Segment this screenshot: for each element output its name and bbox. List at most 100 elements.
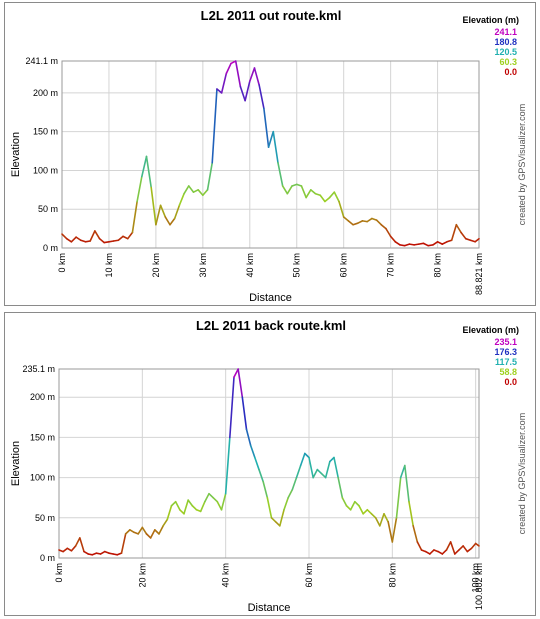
elevation-segment <box>287 488 294 499</box>
elevation-segment <box>244 80 251 102</box>
elevation-segment <box>274 521 281 527</box>
elevation-segment <box>437 550 444 555</box>
elevation-segment <box>83 550 89 555</box>
y-tick-label: 0 m <box>43 243 58 253</box>
elevation-segment <box>120 533 127 554</box>
elevation-segment <box>75 236 82 242</box>
x-axis-label: Distance <box>248 602 291 614</box>
elevation-segment <box>202 189 209 197</box>
elevation-segment <box>283 496 289 511</box>
elevation-segment <box>230 60 237 65</box>
elevation-segment <box>204 492 210 503</box>
y-axis-label: Elevation <box>10 441 22 486</box>
elevation-segment <box>450 223 458 242</box>
elevation-segment <box>460 231 467 240</box>
elevation-segment <box>208 492 214 499</box>
elevation-segment <box>129 529 135 534</box>
elevation-segment <box>324 196 331 203</box>
elevation-segment <box>416 541 423 551</box>
elevation-segment <box>220 492 227 511</box>
elevation-segment <box>70 236 77 243</box>
elevation-segment <box>395 476 402 519</box>
legend-title: Elevation (m) <box>462 15 519 25</box>
elevation-segment <box>166 504 173 521</box>
elevation-segment <box>173 204 181 220</box>
elevation-segment <box>304 452 310 459</box>
y-tick-label: 50 m <box>35 513 55 523</box>
elevation-segment <box>158 525 164 535</box>
elevation-segment <box>354 500 360 507</box>
elevation-segment <box>126 231 134 240</box>
elevation-segment <box>333 456 339 479</box>
elevation-segment <box>469 239 476 243</box>
elevation-segment <box>281 185 289 195</box>
legend-entry: 241.1 <box>494 27 517 37</box>
elevation-segment <box>308 456 314 479</box>
credit-text: created by GPSVisualizer.com <box>517 104 527 225</box>
elevation-segment <box>136 175 143 203</box>
elevation-segment <box>117 235 124 242</box>
elevation-segment <box>379 512 385 527</box>
elevation-segment <box>403 243 411 247</box>
elevation-segment <box>436 240 444 245</box>
elevation-segment <box>122 235 129 240</box>
elevation-segment <box>399 464 406 479</box>
elevation-segment <box>320 472 327 479</box>
x-tick-label: 20 km <box>151 253 161 278</box>
elevation-segment <box>445 541 452 551</box>
elevation-segment <box>74 537 81 547</box>
legend-entry: 58.8 <box>499 367 517 377</box>
elevation-segment <box>212 496 219 503</box>
elevation-segment <box>295 464 302 479</box>
elevation-segment <box>183 499 189 515</box>
x-tick-label: 0 km <box>57 253 67 273</box>
elevation-segment <box>145 155 153 189</box>
elevation-segment <box>206 161 214 191</box>
elevation-segment <box>237 368 244 399</box>
elevation-segment <box>141 155 148 178</box>
elevation-segment <box>449 541 456 555</box>
elevation-segment <box>225 62 232 75</box>
elevation-segment <box>385 227 392 238</box>
elevation-segment <box>358 504 364 515</box>
elevation-segment <box>233 368 239 378</box>
elevation-series <box>58 368 480 556</box>
elevation-segment <box>470 542 477 550</box>
elevation-segment <box>263 107 270 148</box>
elevation-segment <box>291 476 298 491</box>
x-tick-label: 20 km <box>137 563 147 588</box>
elevation-segment <box>352 222 359 226</box>
elevation-segment <box>422 242 429 247</box>
elevation-segment <box>342 216 350 222</box>
elevation-segment <box>137 526 144 535</box>
elevation-segment <box>295 183 303 187</box>
x-tick-label: 80 km <box>433 253 443 278</box>
y-tick-label: 100 m <box>33 165 58 175</box>
elevation-segment <box>446 239 453 243</box>
elevation-segment <box>154 529 160 535</box>
elevation-segment <box>310 189 317 195</box>
elevation-segment <box>286 185 293 195</box>
y-axis-label: Elevation <box>10 132 22 177</box>
elevation-segment <box>253 67 260 86</box>
x-tick-label: 10 km <box>104 253 114 278</box>
elevation-segment <box>187 185 195 193</box>
elevation-segment <box>262 480 269 499</box>
elevation-segment <box>366 508 373 515</box>
legend-entry: 180.8 <box>494 37 517 47</box>
elevation-segment <box>149 529 156 539</box>
elevation-segment <box>164 216 171 226</box>
elevation-segment <box>197 189 204 197</box>
elevation-segment <box>374 517 381 527</box>
elevation-segment <box>312 468 319 479</box>
elevation-segment <box>329 456 335 463</box>
elevation-segment <box>455 223 462 234</box>
elevation-segment <box>441 549 448 555</box>
elevation-segment <box>389 235 397 243</box>
x-tick-label: 50 km <box>292 253 302 278</box>
elevation-segment <box>432 240 439 246</box>
chart-title: L2L 2011 out route.kml <box>201 8 342 23</box>
elevation-segment <box>150 186 157 226</box>
elevation-segment <box>270 517 277 523</box>
elevation-segment <box>224 436 231 495</box>
